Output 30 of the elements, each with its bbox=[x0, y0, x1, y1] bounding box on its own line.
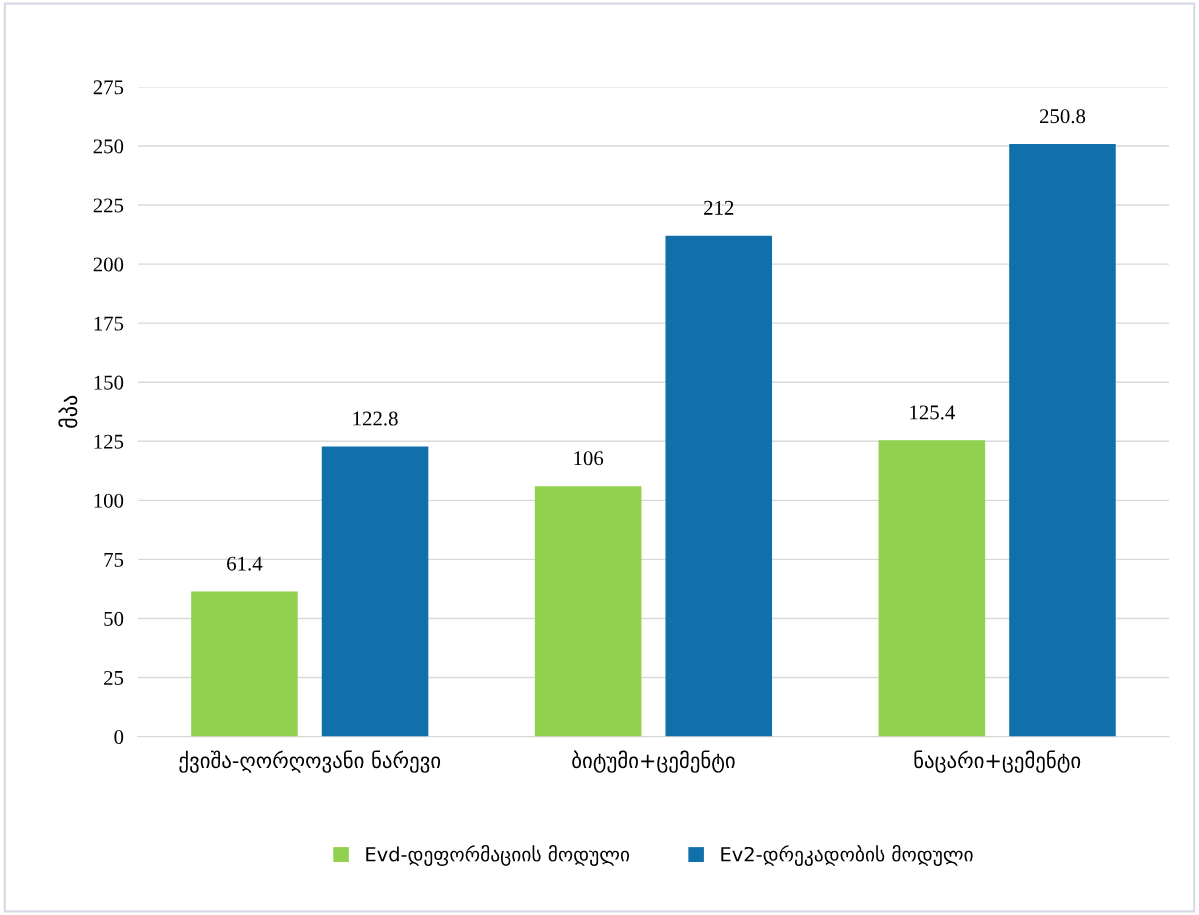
legend-label: Evd-დეფორმაციის მოდული bbox=[366, 845, 630, 866]
x-tick-label: ნაცარი+ცემენტი bbox=[914, 750, 1081, 773]
bar bbox=[191, 591, 298, 737]
data-label: 61.4 bbox=[227, 556, 263, 571]
y-tick-label: 150 bbox=[94, 375, 124, 390]
y-tick-label: 175 bbox=[94, 316, 124, 331]
data-label: 250.8 bbox=[1039, 109, 1086, 124]
legend-label: Ev2-დრეკადობის მოდული bbox=[721, 845, 973, 866]
bar bbox=[321, 446, 429, 737]
y-tick-label: 275 bbox=[93, 80, 124, 95]
y-tick-label: 50 bbox=[104, 611, 124, 626]
x-tick-label: ბიტუმი+ცემენტი bbox=[572, 750, 735, 773]
data-label: 106 bbox=[574, 451, 604, 466]
y-tick-label: 25 bbox=[104, 670, 124, 685]
y-tick-label: 225 bbox=[93, 198, 124, 213]
x-tick-label: ქვიშა-ღორღოვანი ნარევი bbox=[179, 750, 441, 773]
data-label: 212 bbox=[704, 200, 734, 215]
bar bbox=[665, 235, 773, 737]
bar bbox=[878, 440, 986, 737]
y-tick-label: 0 bbox=[114, 729, 124, 745]
data-label: 122.8 bbox=[353, 411, 398, 426]
y-tick-label: 250 bbox=[93, 139, 124, 154]
bar bbox=[534, 486, 642, 737]
y-tick-label: 125 bbox=[94, 434, 124, 449]
y-axis-title: მპა bbox=[58, 395, 78, 428]
y-tick-label: 100 bbox=[94, 493, 124, 508]
data-label: 125.4 bbox=[910, 405, 955, 420]
bar bbox=[1009, 144, 1116, 737]
y-tick-label: 75 bbox=[104, 552, 124, 567]
y-tick-label: 200 bbox=[93, 257, 124, 272]
